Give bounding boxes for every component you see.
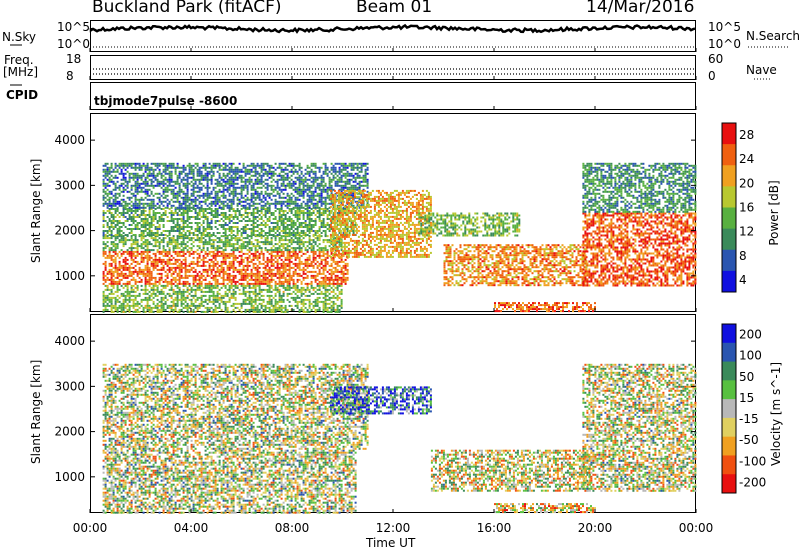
nave-tick-bottom: 0 (708, 69, 716, 83)
x-tick-label: 04:00 (174, 521, 209, 535)
beam-title: Beam 01 (356, 0, 432, 17)
velocity-colorbar-swatch (722, 324, 736, 344)
x-tick-label: 00:00 (679, 521, 714, 535)
velocity-colorbar-tick: -100 (739, 454, 766, 468)
power-colorbar-tick: 12 (739, 225, 754, 239)
freq-left-tick-bottom: 8 (66, 69, 74, 83)
power-ytick-label: 2000 (54, 224, 85, 238)
power-ytick-label: 3000 (54, 178, 85, 192)
cpid-label: CPID (6, 88, 38, 102)
velocity-colorbar-tick: 50 (739, 370, 754, 384)
power-colorbar-swatch (722, 186, 736, 208)
freq-label-2: [MHz] (3, 65, 38, 79)
noise-right-tick-top: 10^5 (708, 20, 741, 34)
velocity-colorbar-swatch (722, 455, 736, 475)
noise-left-tick-bottom: 10^0 (57, 37, 90, 51)
power-cells (102, 162, 697, 313)
velocity-colorbar-frame (721, 323, 737, 494)
power-colorbar-frame (721, 122, 737, 293)
power-colorbar-swatch (722, 144, 736, 166)
date-title: 14/Mar/2016 (586, 0, 694, 17)
velocity-colorbar-swatch (722, 417, 736, 438)
velocity-colorbar-swatch (722, 436, 736, 456)
noise-right-tick-bottom: 10^0 (708, 37, 741, 51)
nave-label: Nave (746, 63, 777, 77)
nave-tick-top: 60 (708, 52, 723, 66)
velocity-cells (102, 363, 697, 514)
noise-left-label: N.Sky (2, 30, 36, 44)
freq-label-1: Freq. (4, 53, 34, 67)
power-colorbar-tick: 4 (739, 273, 747, 287)
x-tick-label: 12:00 (376, 521, 411, 535)
velocity-colorbar-swatch (722, 361, 736, 381)
velocity-colorbar-swatch (722, 380, 736, 400)
noise-left-tick-top: 10^5 (57, 20, 90, 34)
velocity-colorbar-tick: -200 (739, 475, 766, 489)
velocity-colorbar-tick: 15 (739, 391, 754, 405)
power-colorbar-swatch (722, 165, 736, 187)
velocity-colorbar-tick: -50 (739, 433, 759, 447)
velocity-colorbar-tick: 200 (739, 328, 762, 342)
cpid-mode: tbjmode7pulse -8600 (94, 94, 237, 108)
power-colorbar-swatch (722, 123, 736, 145)
power-colorbar-swatch (722, 249, 736, 272)
velocity-colorbar-swatch (722, 342, 736, 363)
velocity-ytick-label: 4000 (54, 334, 85, 348)
velocity-ytick-label: 1000 (54, 470, 85, 484)
station-title: Buckland Park (fitACF) (92, 0, 282, 17)
velocity-ytick-label: 3000 (54, 379, 85, 393)
x-tick-label: 16:00 (477, 521, 512, 535)
power-colorbar-tick: 20 (739, 176, 754, 190)
noise-right-label: N.Search (746, 29, 800, 43)
velocity-ytick-label: 2000 (54, 425, 85, 439)
velocity-colorbar-swatch (722, 399, 736, 419)
x-axis-label: Time UT (366, 536, 415, 550)
power-colorbar-tick: 28 (739, 128, 754, 142)
power-colorbar-swatch (722, 207, 736, 230)
freq-left-tick-top: 18 (66, 52, 81, 66)
power-colorbar-swatch (722, 270, 736, 293)
power-ytick-label: 1000 (54, 269, 85, 283)
noise-sky-trace (89, 23, 696, 34)
power-ytick-label: 4000 (54, 133, 85, 147)
velocity-colorbar-tick: 100 (739, 349, 762, 363)
velocity-colorbar-swatch (722, 474, 736, 494)
power-colorbar-tick: 8 (739, 249, 747, 263)
x-tick-label: 00:00 (73, 521, 108, 535)
power-colorbar-tick: 24 (739, 152, 754, 166)
x-tick-label: 08:00 (275, 521, 310, 535)
velocity-colorbar-tick: -15 (739, 412, 759, 426)
x-tick-label: 20:00 (578, 521, 613, 535)
power-colorbar-swatch (722, 228, 736, 251)
power-colorbar-tick: 16 (739, 201, 754, 215)
